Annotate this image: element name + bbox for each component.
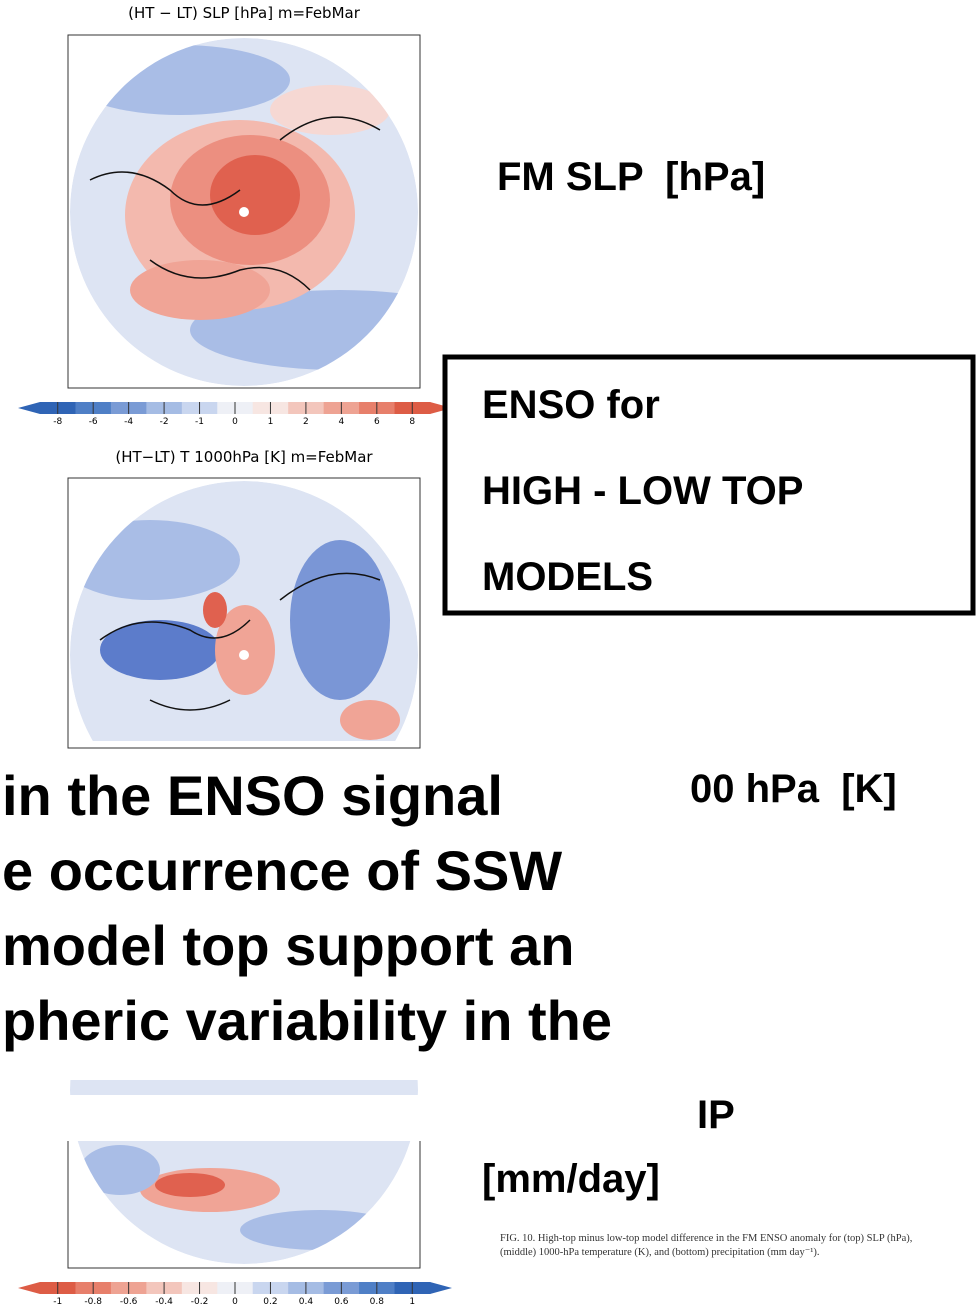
colorbar-label: -8 xyxy=(53,417,62,427)
colorbar-label: -4 xyxy=(124,417,133,427)
colorbar-label: -0.8 xyxy=(84,1297,102,1307)
overlay-line: e occurrence of SSW xyxy=(2,839,562,902)
box-line: ENSO for xyxy=(482,383,660,427)
colorbar-label: -0.6 xyxy=(120,1297,138,1307)
overlay-line: model top support an xyxy=(2,914,574,977)
caption: FIG. 10. High-top minus low-top model di… xyxy=(500,1232,940,1260)
colorbar-label: 6 xyxy=(374,417,380,427)
overlay-line: pheric variability in the xyxy=(2,989,612,1052)
overlay-line: in the ENSO signal xyxy=(2,764,503,827)
map-title: (HT−LT) T 1000hPa [K] m=FebMar xyxy=(115,448,373,466)
colorbar-label: 0.4 xyxy=(299,1297,314,1307)
box-line: MODELS xyxy=(482,555,653,599)
colorbar-label: -1 xyxy=(53,1297,62,1307)
colorbar-label: -2 xyxy=(160,417,169,427)
colorbar-end xyxy=(18,1282,40,1294)
label: FM SLP [hPa] xyxy=(497,155,765,199)
colorbar-label: -0.4 xyxy=(155,1297,173,1307)
box-line: HIGH - LOW TOP xyxy=(482,469,803,513)
colorbar-label: 1 xyxy=(409,1297,415,1307)
colorbar-label: 0.8 xyxy=(370,1297,385,1307)
colorbar-label: 8 xyxy=(409,417,415,427)
label: IP xyxy=(697,1093,735,1137)
colorbar-label: -6 xyxy=(89,417,98,427)
map xyxy=(70,38,490,386)
colorbar-end xyxy=(18,402,40,414)
label: 00 hPa [K] xyxy=(690,767,897,811)
page: (HT − LT) SLP [hPa] m=FebMar -8 -6 -4 -2 -1 0… xyxy=(0,0,979,1311)
label: [mm/day] xyxy=(482,1157,660,1201)
colorbar-label: 0 xyxy=(232,1297,238,1307)
colorbar-label: 2 xyxy=(303,417,309,427)
colorbar-label: 1 xyxy=(268,417,274,427)
colorbar-label: 0 xyxy=(232,417,238,427)
map-title: (HT − LT) SLP [hPa] m=FebMar xyxy=(128,4,361,22)
colorbar-end xyxy=(430,1282,452,1294)
slide: (HT − LT) SLP [hPa] m=FebMar -8 -6 -4 -2 -1 0… xyxy=(0,0,979,1311)
colorbar-label: 0.2 xyxy=(263,1297,277,1307)
colorbar-label: -0.2 xyxy=(191,1297,209,1307)
colorbar-label: 0.6 xyxy=(334,1297,349,1307)
colorbar-label: 4 xyxy=(338,417,344,427)
colorbar-label: -1 xyxy=(195,417,204,427)
